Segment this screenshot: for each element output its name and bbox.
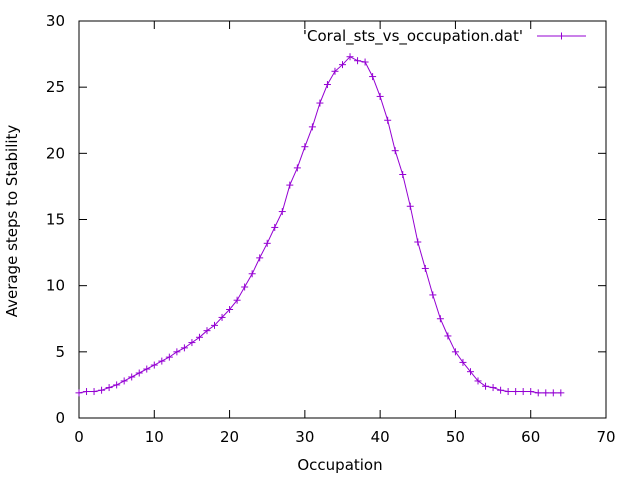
- data-point: [444, 332, 452, 340]
- data-point: [241, 283, 249, 291]
- data-point: [527, 388, 535, 396]
- data-point: [339, 61, 346, 69]
- y-tick-label: 5: [55, 343, 65, 361]
- data-point: [323, 81, 331, 89]
- data-point: [128, 373, 136, 381]
- data-point: [549, 389, 557, 397]
- data-point: [519, 388, 527, 396]
- y-tick-label: 10: [46, 277, 65, 295]
- x-tick-label: 20: [220, 428, 239, 446]
- data-point: [451, 348, 459, 356]
- data-point: [150, 361, 158, 369]
- data-point: [414, 238, 422, 246]
- data-point: [75, 389, 83, 397]
- x-tick-label: 50: [446, 428, 465, 446]
- data-point: [534, 389, 542, 397]
- data-point: [286, 181, 294, 189]
- data-point: [482, 382, 490, 390]
- data-point: [512, 388, 520, 396]
- data-point: [354, 57, 362, 65]
- y-axis-label: Average steps to Stability: [3, 125, 21, 318]
- x-axis-label: Occupation: [297, 456, 382, 474]
- data-point: [542, 389, 550, 397]
- data-point: [263, 239, 271, 247]
- legend: 'Coral_sts_vs_occupation.dat': [303, 27, 586, 46]
- data-point: [474, 377, 482, 385]
- data-point: [293, 164, 301, 172]
- data-point: [143, 365, 151, 373]
- data-point: [158, 357, 166, 365]
- data-point: [361, 58, 369, 66]
- data-point: [98, 386, 106, 394]
- data-point: [195, 333, 203, 341]
- x-tick-label: 70: [596, 428, 615, 446]
- data-point: [271, 223, 279, 231]
- y-axis: 0 5 10 15 20 25 30: [46, 12, 606, 427]
- data-point: [406, 202, 414, 210]
- data-point: [391, 147, 399, 155]
- data-point: [489, 384, 497, 392]
- data-point: [429, 291, 437, 299]
- data-point: [165, 353, 173, 361]
- plot-frame: [78, 20, 607, 419]
- data-point: [203, 327, 211, 335]
- y-tick-label: 0: [55, 409, 65, 427]
- x-tick-label: 30: [295, 428, 314, 446]
- series-layer: [75, 53, 565, 397]
- y-tick-label: 25: [46, 78, 65, 96]
- data-point: [459, 358, 467, 366]
- data-point: [497, 386, 505, 394]
- x-axis: 0 10 20 30 40 50 60 70: [74, 21, 616, 446]
- x-tick-label: 10: [145, 428, 164, 446]
- data-point: [399, 171, 407, 179]
- data-point: [436, 315, 444, 323]
- data-point: [308, 123, 316, 131]
- data-point: [226, 305, 234, 313]
- data-point: [233, 296, 241, 304]
- data-point: [218, 313, 226, 321]
- data-point: [421, 264, 429, 272]
- data-point: [90, 388, 98, 396]
- data-point: [135, 369, 143, 377]
- data-point: [113, 381, 121, 389]
- y-tick-label: 30: [46, 12, 65, 30]
- data-point: [173, 348, 181, 356]
- data-point: [301, 143, 309, 151]
- legend-label: 'Coral_sts_vs_occupation.dat': [303, 27, 523, 46]
- data-point: [369, 73, 377, 81]
- data-point: [376, 92, 384, 100]
- data-point: [331, 67, 339, 75]
- y-tick-label: 20: [46, 144, 65, 162]
- data-point: [384, 116, 392, 124]
- data-point: [83, 388, 91, 396]
- data-point: [466, 368, 474, 376]
- data-point: [346, 53, 354, 61]
- data-point: [256, 254, 264, 262]
- data-point: [120, 377, 128, 385]
- data-point: [105, 384, 113, 392]
- legend-marker: [558, 32, 565, 40]
- data-point: [504, 388, 512, 396]
- series-line: [78, 56, 561, 394]
- data-point: [557, 389, 565, 397]
- data-point: [188, 339, 196, 347]
- data-point: [316, 99, 324, 107]
- x-tick-label: 40: [371, 428, 390, 446]
- x-tick-label: 0: [74, 428, 84, 446]
- data-point: [278, 208, 286, 216]
- data-point: [211, 321, 219, 329]
- x-tick-label: 60: [521, 428, 540, 446]
- y-tick-label: 15: [46, 211, 65, 229]
- data-point: [180, 344, 188, 352]
- data-point: [248, 270, 256, 278]
